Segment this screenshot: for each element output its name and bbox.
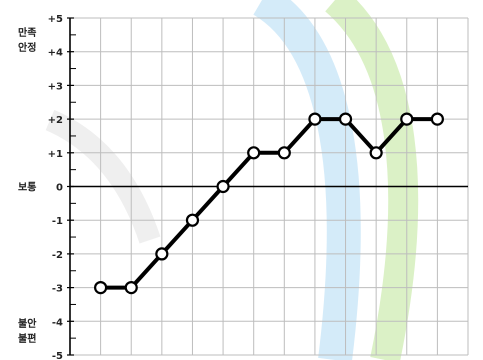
y-tick-label: 0 xyxy=(56,183,63,194)
y-tick-label: +4 xyxy=(48,48,63,59)
y-tick-label: +3 xyxy=(48,81,63,92)
data-point xyxy=(430,112,444,126)
y-category-bottom: 불편 xyxy=(18,332,36,345)
data-point xyxy=(216,179,230,194)
data-point xyxy=(400,112,414,126)
data-point xyxy=(338,112,353,126)
watermark-green-arc xyxy=(324,0,419,360)
y-tick-label: -5 xyxy=(52,351,63,360)
grid xyxy=(67,17,469,356)
data-point xyxy=(277,146,291,160)
data-point xyxy=(94,281,108,295)
y-category-middle: 보통 xyxy=(18,182,36,194)
data-point xyxy=(308,112,322,126)
y-tick-label: +5 xyxy=(48,14,63,25)
series-line xyxy=(100,117,438,290)
data-point xyxy=(124,281,138,295)
y-tick-labels: +5 +4 +3 +2 +1 0 -1 -2 -3 -4 -5 xyxy=(48,14,63,360)
y-category-top: 만족 xyxy=(18,26,36,39)
y-tick-label: +2 xyxy=(48,115,63,126)
y-tick-label: +1 xyxy=(48,149,63,160)
y-tick-label: -2 xyxy=(52,250,63,261)
data-markers xyxy=(94,112,444,295)
y-tick-label: -4 xyxy=(52,317,63,328)
y-category-bottom: 불안 xyxy=(18,317,37,330)
data-point xyxy=(155,247,169,261)
data-point xyxy=(247,146,261,160)
y-tick-label: -3 xyxy=(52,284,63,295)
data-point xyxy=(185,213,200,227)
y-tick-label: -1 xyxy=(52,216,63,227)
y-category-top: 안정 xyxy=(18,41,36,54)
data-point xyxy=(369,146,383,160)
